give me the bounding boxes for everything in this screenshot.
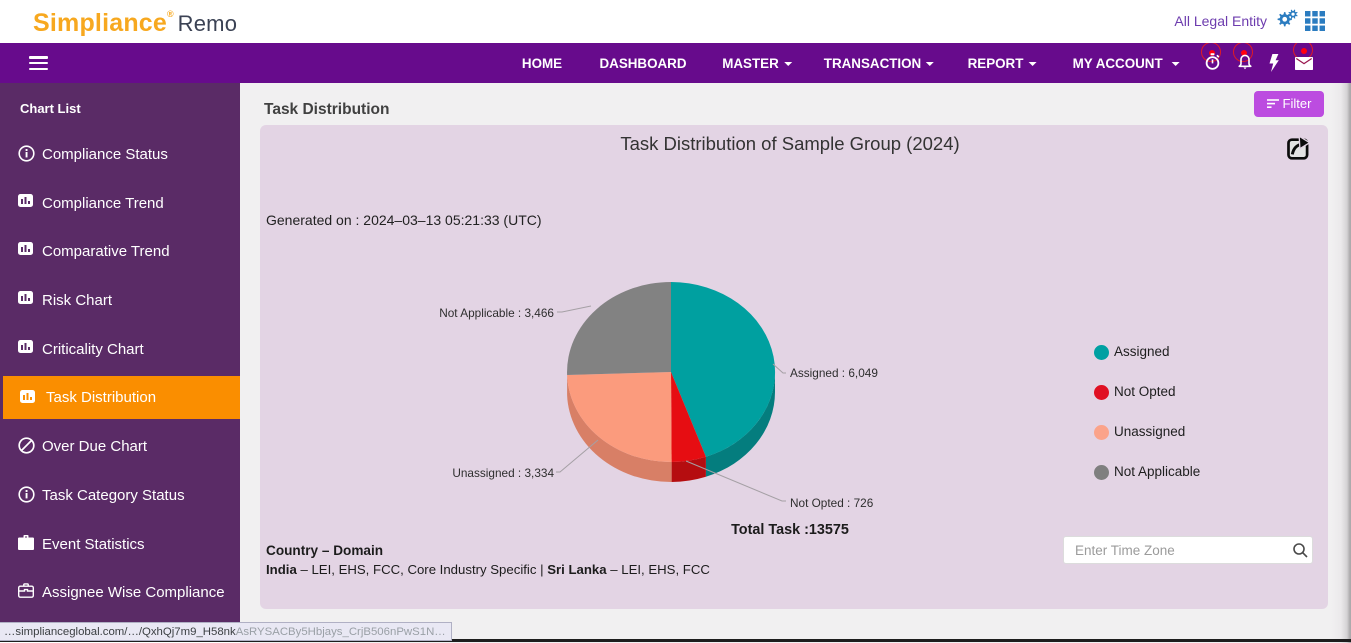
svg-text:Not Applicable : 3,466: Not Applicable : 3,466 — [439, 306, 554, 320]
svg-text:Not Opted : 726: Not Opted : 726 — [790, 496, 874, 510]
svg-text:Assigned : 6,049: Assigned : 6,049 — [790, 366, 878, 380]
svg-text:Unassigned : 3,334: Unassigned : 3,334 — [452, 466, 554, 480]
